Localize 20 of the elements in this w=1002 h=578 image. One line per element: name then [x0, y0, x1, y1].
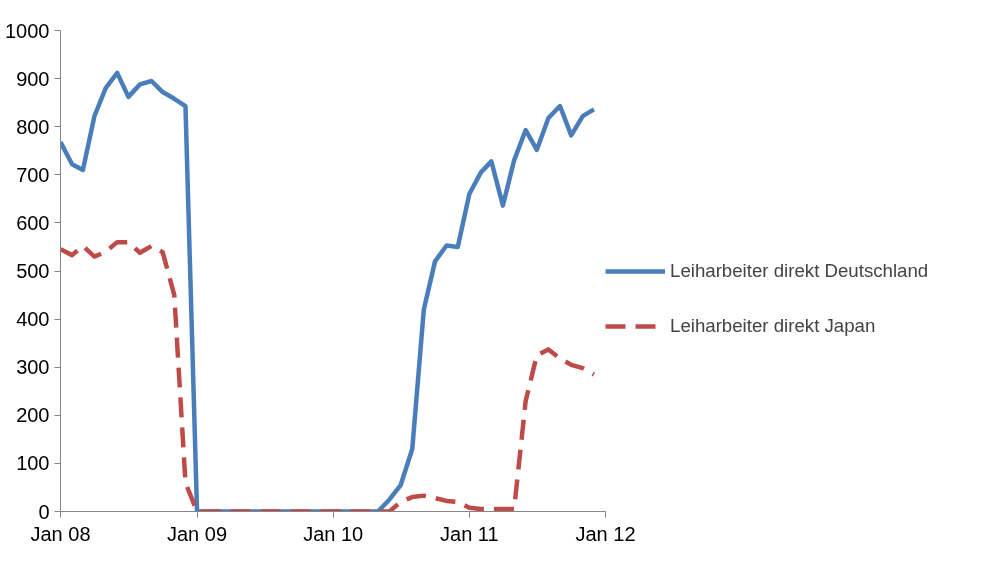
legend-label: Leiharbeiter direkt Deutschland — [670, 259, 930, 283]
x-tick-label: Jan 08 — [30, 522, 91, 545]
legend-label: Leiharbeiter direkt Japan — [670, 314, 877, 338]
x-tick-label: Jan 09 — [167, 522, 228, 545]
y-tick-label: 600 — [16, 211, 50, 234]
line-series — [60, 239, 597, 512]
y-tick-label: 200 — [16, 404, 50, 427]
y-tick-label: 800 — [16, 115, 50, 138]
x-tick-label: Jan 12 — [575, 522, 636, 545]
x-tick-label: Jan 11 — [440, 522, 499, 545]
y-tick-label: 500 — [16, 260, 50, 282]
y-tick-label: 0 — [38, 500, 50, 523]
y-tick-label: 900 — [16, 67, 50, 90]
line-series — [60, 70, 597, 512]
y-tick-label: 300 — [16, 356, 50, 379]
y-tick-label: 100 — [16, 452, 50, 475]
y-tick-label: 1000 — [5, 19, 50, 42]
y-tick-label: 700 — [16, 163, 50, 186]
x-tick-label: Jan 10 — [303, 522, 364, 545]
y-tick-label: 400 — [16, 308, 50, 331]
